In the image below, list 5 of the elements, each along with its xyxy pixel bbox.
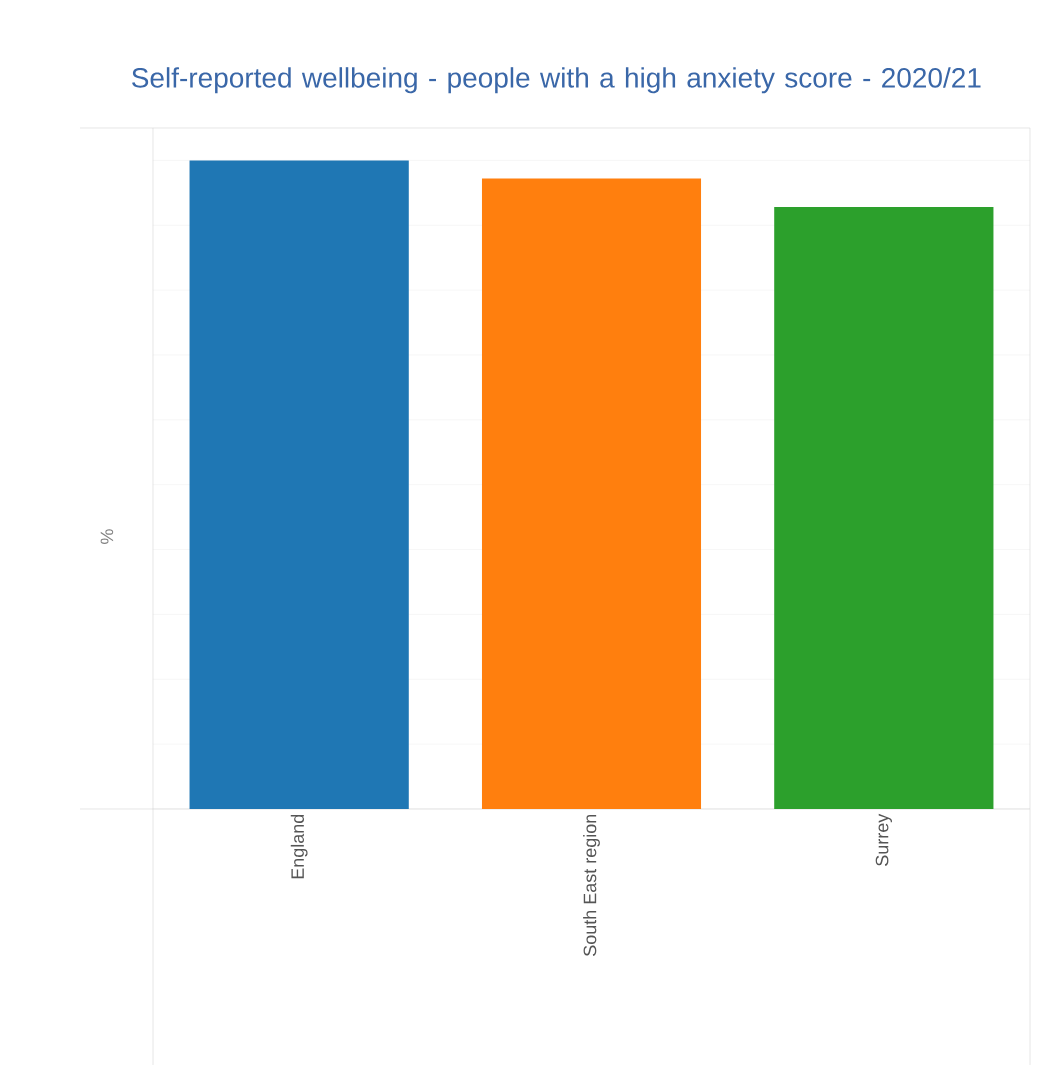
chart-title: Self-reported wellbeing - people with a high anxiety score - 2020/21 (132, 67, 981, 94)
x-tick-label: South East region (583, 814, 600, 956)
y-axis-title: % (100, 529, 114, 544)
x-tick-label: England (290, 814, 308, 879)
x-tick-label: Surrey (875, 813, 892, 866)
